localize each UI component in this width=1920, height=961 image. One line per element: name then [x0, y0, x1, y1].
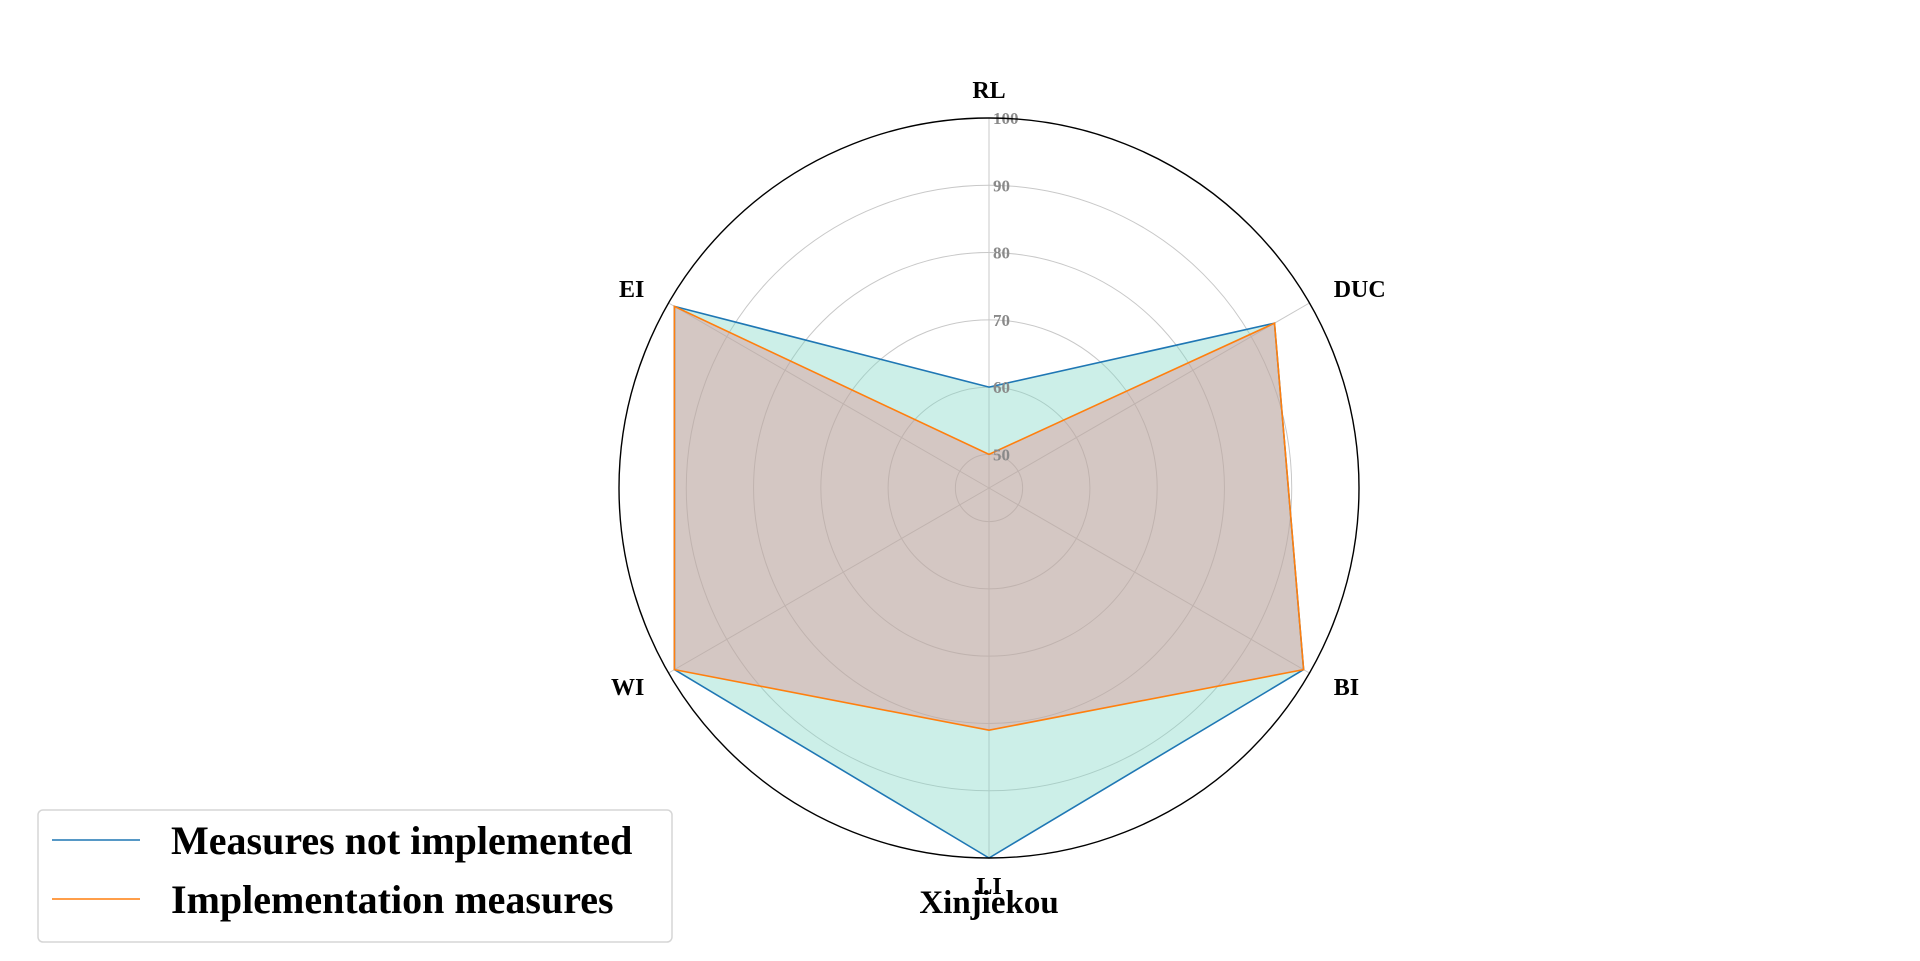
series-2-line	[673, 305, 1305, 732]
chart-title: Xinjiekou	[919, 885, 1058, 921]
legend-label-series-2: Implementation measures	[171, 877, 614, 922]
legend: Measures not implemented Implementation …	[37, 809, 673, 943]
tick-label-70: 70	[993, 311, 1010, 330]
axis-label-wi: WI	[611, 675, 644, 701]
axis-label-duc: DUC	[1334, 277, 1386, 303]
spoke-bi	[988, 487, 1310, 674]
tick-label-50: 50	[993, 445, 1010, 464]
spoke-duc	[988, 302, 1310, 489]
series-layer	[673, 305, 1305, 859]
tick-label-90: 90	[993, 176, 1010, 195]
tick-label-60: 60	[993, 378, 1010, 397]
series-2-area	[674, 306, 1304, 731]
radial-grid	[668, 118, 1310, 858]
legend-frame	[37, 809, 673, 943]
axis-label-ei: EI	[619, 277, 644, 303]
tick-label-80: 80	[993, 244, 1010, 263]
spoke-wi	[668, 487, 990, 674]
axis-label-bi: BI	[1334, 675, 1359, 701]
legend-label-series-1: Measures not implemented	[171, 818, 632, 863]
spoke-ei	[668, 302, 990, 489]
series-1-area	[674, 306, 1304, 858]
axis-label-rl: RL	[972, 78, 1005, 104]
axis-label-li: LI	[976, 874, 1001, 900]
axis-labels: RL DUC BI LI WI EI	[611, 78, 1386, 900]
outer-frame	[618, 117, 1360, 859]
